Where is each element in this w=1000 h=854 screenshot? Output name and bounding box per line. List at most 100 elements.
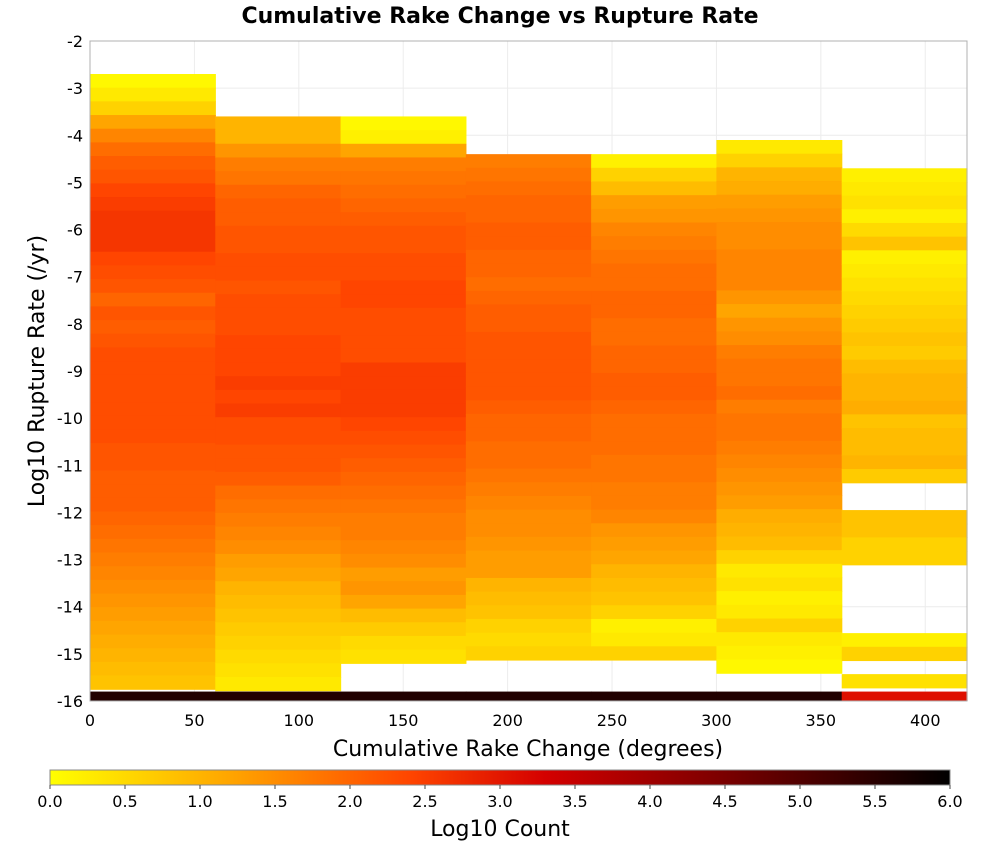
heatmap-cell [340,512,467,528]
heatmap-cell [841,633,968,648]
heatmap-cell [591,167,718,183]
heatmap-cell [591,154,718,169]
y-tick-label: -12 [57,503,83,522]
heatmap-cell [340,116,467,131]
heatmap-cell [90,169,216,184]
heatmap-cell [841,222,968,238]
heatmap-cell [591,304,718,319]
heatmap-cell [215,499,342,514]
heatmap-cell [465,577,592,593]
colorbar-tick-label: 5.0 [787,792,812,811]
heatmap-cell [90,306,216,321]
x-tick-label: 200 [492,711,523,730]
y-tick-label: -3 [67,79,83,98]
y-tick-label: -15 [57,645,83,664]
colorbar [49,769,951,786]
heatmap-cell [90,279,216,294]
heatmap-cell [215,335,342,350]
colorbar-ticks: 0.0 0.5 1.0 1.5 2.0 2.5 3.0 3.5 4.0 4.5 5.0 5.5 6.0 [37,785,963,811]
heatmap-cell [591,482,718,497]
heatmap-cell [215,321,342,336]
heatmap-cell [465,413,592,429]
y-tick-label: -11 [57,456,83,475]
heatmap-cell [591,632,718,647]
heatmap-cell [340,499,467,514]
heatmap-cell [340,225,467,241]
heatmap-cell [591,195,718,210]
heatmap-cell [90,415,216,431]
heatmap-cell [215,198,342,213]
y-tick-label: -5 [67,173,83,192]
heatmap-cell [90,593,216,608]
heatmap-cell [591,208,718,224]
y-tick-label: -14 [57,598,83,617]
heatmap-cell [90,429,216,444]
x-tick-label: 350 [806,711,837,730]
heatmap-cell [465,495,592,511]
heatmap-cell [215,649,342,664]
heatmap-cell [340,567,467,582]
heatmap-cell [841,428,968,443]
heatmap-cell [716,509,843,524]
heatmap-cell [90,320,216,335]
heatmap-cell [215,526,342,541]
heatmap-cell [215,171,342,186]
x-tick-label: 400 [910,711,941,730]
heatmap-cell [340,444,467,459]
heatmap-cell [90,484,216,499]
heatmap-cell [340,130,467,145]
heatmap-cell [90,101,216,116]
heatmap-cell [841,455,968,470]
heatmap-cell [340,362,467,377]
heatmap-cell [841,263,968,279]
x-axis-label: Cumulative Rake Change (degrees) [333,737,723,762]
heatmap-cell [340,553,467,569]
heatmap-cell [465,249,592,265]
heatmap-cell [716,591,843,606]
heatmap-cell [340,198,467,213]
y-tick-label: -16 [57,692,83,711]
heatmap-cell [215,376,342,391]
heatmap-cell [465,181,592,196]
heatmap-cell [591,372,718,388]
heatmap-cell [465,345,592,360]
heatmap-cell [716,659,843,674]
heatmap-cell [340,321,467,336]
heatmap-cell [591,413,718,429]
heatmap-cell [215,389,342,405]
heatmap-cell [716,194,843,209]
colorbar-tick-label: 4.5 [712,792,737,811]
heatmap-cell [841,318,968,333]
heatmap-cell [90,197,216,212]
heatmap-cell [90,388,216,403]
heatmap-cell [841,441,968,456]
heatmap-cell [841,373,968,388]
x-tick-label: 0 [85,711,95,730]
heatmap-cell [716,495,843,510]
heatmap-cell [90,128,216,143]
heatmap-cell [716,140,843,155]
heatmap-cell [841,674,968,689]
heatmap-cell [716,536,843,551]
y-tick-label: -8 [67,315,83,334]
heatmap-cell [215,280,342,295]
heatmap-cell-bottom [591,691,718,701]
heatmap-cell [841,236,968,251]
heatmap-cell [716,304,843,319]
colorbar-label: Log10 Count [430,817,570,842]
heatmap-cell [340,608,467,623]
heatmap-cell-bottom [90,691,216,701]
heatmap-cell [841,537,968,552]
heatmap-cell [465,564,592,579]
heatmap-cell [90,87,216,102]
heatmap-cell [465,195,592,210]
heatmap-cell [716,468,843,483]
heatmap-cell [90,538,216,554]
heatmap-cell [90,443,216,458]
colorbar-tick-label: 0.5 [112,792,137,811]
heatmap-cell [716,167,843,182]
heatmap-cell [465,386,592,401]
heatmap-cell [716,413,843,428]
heatmap-cell [841,209,968,224]
heatmap-cell [215,212,342,227]
